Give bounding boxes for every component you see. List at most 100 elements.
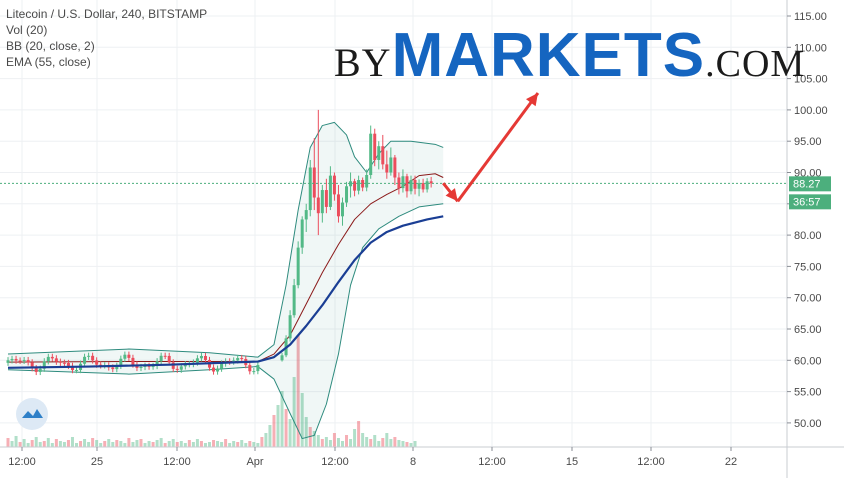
candle-body	[236, 358, 240, 361]
candle-body	[203, 355, 207, 360]
ema-indicator-label[interactable]: EMA (55, close)	[6, 55, 91, 69]
candle-body	[22, 360, 26, 362]
bar-countdown-label: 36:57	[793, 196, 821, 208]
candle-body	[50, 356, 54, 359]
candle-body	[304, 210, 308, 220]
price-axis-label: 110.00	[794, 42, 827, 54]
volume-bar	[216, 441, 220, 447]
price-axis-label: 80.00	[794, 230, 822, 242]
candle-body	[147, 365, 151, 367]
candle-body	[30, 362, 34, 369]
volume-bar	[284, 409, 288, 447]
candle-body	[240, 358, 244, 360]
forecast-arrowhead-down	[445, 188, 458, 202]
candle-body	[336, 194, 340, 217]
volume-bar	[155, 440, 159, 447]
candle-body	[429, 181, 433, 184]
volume-bar	[409, 443, 413, 447]
volume-bar	[413, 441, 417, 447]
price-axis-label: 100.00	[794, 105, 828, 117]
volume-bar	[212, 440, 216, 447]
volume-bar	[42, 441, 46, 447]
candle-body	[252, 371, 256, 373]
volume-bar	[123, 443, 127, 447]
volume-bar	[79, 441, 83, 447]
volume-bar	[151, 442, 155, 447]
time-axis-label: 12:00	[8, 456, 36, 468]
candle-body	[171, 362, 175, 369]
volume-bar	[87, 442, 91, 447]
candle-body	[139, 367, 143, 369]
price-axis-label: 70.00	[794, 293, 822, 305]
candle-body	[381, 146, 385, 165]
volume-bar	[324, 437, 328, 447]
volume-bar	[312, 431, 316, 447]
volume-bar	[304, 417, 308, 447]
volume-bar	[240, 440, 244, 447]
volume-bar	[272, 415, 276, 447]
volume-bar	[316, 435, 320, 447]
volume-bar	[300, 393, 304, 447]
bymarkets-watermark: BYMARKETS.COM	[334, 20, 805, 90]
candle-body	[316, 197, 320, 214]
candle-body	[91, 355, 95, 361]
volume-bar	[46, 438, 50, 447]
volume-bar	[252, 442, 256, 447]
volume-bar	[308, 427, 312, 447]
candle-body	[75, 370, 79, 372]
bollinger-indicator-label[interactable]: BB (20, close, 2)	[6, 39, 95, 53]
volume-bar	[208, 442, 211, 447]
candle-body	[123, 354, 127, 359]
volume-bar	[143, 443, 147, 447]
volume-bar	[135, 440, 139, 447]
volume-bar	[6, 438, 10, 447]
candle-body	[155, 361, 159, 367]
candle-body	[292, 285, 296, 316]
candle-body	[131, 357, 135, 365]
candle-body	[417, 183, 421, 189]
volume-indicator-label[interactable]: Vol (20)	[6, 23, 48, 37]
time-axis-label: 12:00	[637, 456, 665, 468]
current-price-tag[interactable]	[789, 176, 831, 192]
volume-bar	[127, 438, 131, 447]
volume-bar	[70, 437, 74, 447]
tradingview-logo-icon[interactable]	[16, 398, 48, 430]
volume-bar	[292, 377, 296, 447]
symbol-title: Litecoin / U.S. Dollar, 240, BITSTAMP	[6, 7, 208, 21]
volume-bar	[175, 442, 179, 447]
candle-body	[308, 167, 312, 211]
volume-bar	[357, 421, 361, 447]
candle-body	[212, 367, 216, 372]
volume-bar	[83, 439, 87, 447]
ema-line	[7, 215, 444, 369]
candle-body	[401, 176, 405, 189]
volume-bar	[131, 442, 135, 447]
candle-body	[179, 366, 183, 370]
candle-body	[42, 361, 46, 369]
price-axis-label: 50.00	[794, 418, 822, 430]
volume-bar	[107, 439, 111, 447]
volume-bar	[361, 433, 365, 447]
candle-body	[332, 175, 336, 195]
volume-bar	[280, 391, 284, 447]
candle-body	[397, 177, 401, 189]
volume-bar	[373, 435, 377, 447]
candle-body	[385, 164, 389, 173]
candle-body	[95, 360, 99, 365]
candle-body	[357, 180, 361, 191]
price-axis-label: 115.00	[794, 11, 827, 23]
candle-body	[167, 355, 171, 363]
time-axis-label: Apr	[246, 456, 263, 468]
volume-bar	[195, 439, 199, 447]
volume-bar	[236, 442, 240, 447]
candle-body	[83, 356, 87, 364]
volume-bar	[385, 433, 389, 447]
volume-bar	[365, 437, 369, 447]
volume-bar	[95, 440, 99, 447]
candle-body	[38, 368, 42, 372]
candle-body	[62, 362, 66, 364]
candle-body	[151, 366, 155, 368]
candle-body	[195, 358, 199, 363]
volume-bar	[228, 443, 232, 447]
